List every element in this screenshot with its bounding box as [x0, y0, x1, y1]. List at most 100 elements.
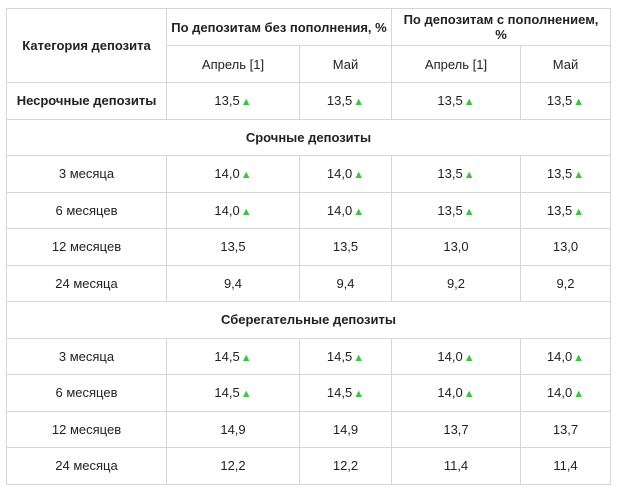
- rate-value: 14,5: [214, 385, 240, 401]
- header-may-topup: Май: [520, 45, 611, 83]
- rate-value: 13,7: [552, 421, 579, 437]
- rate-value: 9,2: [556, 275, 575, 291]
- rate-cell: 12,2: [299, 447, 392, 485]
- rate-cell: 14,9: [299, 410, 392, 448]
- table-row: Несрочные депозиты 13,5▲ 13,5▲ 13,5▲ 13,5▲: [6, 82, 611, 120]
- rate-cell: 14,5▲: [299, 374, 392, 412]
- table-body: Несрочные депозиты 13,5▲ 13,5▲ 13,5▲ 13,5▲ Ср…: [6, 82, 611, 485]
- rate-value: 13,0: [443, 239, 469, 255]
- rate-value: 14,0: [214, 202, 240, 218]
- header-april-topup: Апрель [1]: [391, 45, 521, 83]
- rate-cell: 14,0▲: [166, 191, 300, 229]
- rate-value: 13,5: [437, 93, 463, 109]
- section-row: Срочные депозиты: [6, 118, 611, 156]
- rate-cell: 14,9: [166, 410, 300, 448]
- header-group-topup: По депозитам с пополнением, %: [391, 8, 611, 46]
- rate-cell: 13,5▲: [520, 191, 611, 229]
- up-triangle-icon: ▲: [353, 388, 365, 401]
- row-label: 3 месяца: [6, 337, 167, 375]
- section-row: Сберегательные депозиты: [6, 301, 611, 339]
- rate-value: 13,5: [546, 166, 573, 182]
- rate-cell: 13,5: [299, 228, 392, 266]
- up-triangle-icon: ▲: [463, 388, 475, 401]
- header-row-months: Апрель [1] Май Апрель [1] Май: [7, 45, 611, 83]
- row-label-text: 12 месяцев: [51, 421, 122, 437]
- up-triangle-icon: ▲: [573, 388, 585, 401]
- rate-cell: 9,4: [299, 264, 392, 302]
- up-triangle-icon: ▲: [240, 205, 252, 218]
- section-title: Сберегательные депозиты: [6, 301, 611, 339]
- rate-cell: 14,0▲: [391, 374, 521, 412]
- row-label-text: 3 месяца: [58, 166, 115, 182]
- up-triangle-icon: ▲: [573, 205, 585, 218]
- up-triangle-icon: ▲: [353, 351, 365, 364]
- rate-value: 14,0: [437, 385, 463, 401]
- rate-cell: 14,5▲: [166, 374, 300, 412]
- rate-value: 14,0: [437, 348, 463, 364]
- rate-cell: 14,0▲: [166, 155, 300, 193]
- up-triangle-icon: ▲: [240, 388, 252, 401]
- row-label: 24 месяца: [6, 447, 167, 485]
- rate-value: 11,4: [553, 458, 578, 474]
- row-label: 6 месяцев: [6, 374, 167, 412]
- up-triangle-icon: ▲: [463, 169, 475, 182]
- rate-cell: 11,4: [391, 447, 521, 485]
- rate-cell: 13,5▲: [299, 82, 392, 120]
- row-label-text: 3 месяца: [58, 348, 115, 364]
- rate-value: 14,0: [546, 348, 573, 364]
- up-triangle-icon: ▲: [573, 169, 585, 182]
- table-row: 3 месяца 14,5▲ 14,5▲ 14,0▲ 14,0▲: [6, 337, 611, 375]
- row-label-text: 6 месяцев: [55, 385, 118, 401]
- rate-cell: 13,5▲: [520, 82, 611, 120]
- row-label: 6 месяцев: [6, 191, 167, 229]
- rate-value: 9,2: [446, 275, 466, 291]
- rate-cell: 14,0▲: [299, 191, 392, 229]
- header-may-no-topup: Май: [299, 45, 392, 83]
- up-triangle-icon: ▲: [573, 351, 585, 364]
- rate-cell: 13,5▲: [391, 191, 521, 229]
- up-triangle-icon: ▲: [240, 351, 252, 364]
- table-row: 6 месяцев 14,5▲ 14,5▲ 14,0▲ 14,0▲: [6, 374, 611, 412]
- table-row: 3 месяца 14,0▲ 14,0▲ 13,5▲ 13,5▲: [6, 155, 611, 193]
- rate-cell: 13,7: [391, 410, 521, 448]
- row-label-text: 24 месяца: [55, 458, 118, 474]
- rate-value: 11,4: [443, 458, 469, 474]
- row-label-text: 6 месяцев: [55, 202, 118, 218]
- up-triangle-icon: ▲: [353, 169, 365, 182]
- row-label-text: 12 месяцев: [51, 239, 122, 255]
- rate-cell: 9,4: [166, 264, 300, 302]
- rate-value: 14,0: [546, 385, 573, 401]
- rate-cell: 14,5▲: [166, 337, 300, 375]
- rate-cell: 13,5▲: [391, 82, 521, 120]
- row-label: 12 месяцев: [6, 228, 167, 266]
- table-row: 24 месяца 12,2 12,2 11,4 11,4: [6, 447, 611, 485]
- header-row-groups: Категория депозита По депозитам без попо…: [6, 8, 611, 83]
- header-group-no-topup: По депозитам без пополнения, %: [166, 8, 392, 46]
- rate-value: 13,5: [546, 202, 573, 218]
- row-label: Несрочные депозиты: [6, 82, 167, 120]
- rate-value: 13,5: [437, 202, 463, 218]
- rate-cell: 14,0▲: [520, 337, 611, 375]
- row-label: 24 месяца: [6, 264, 167, 302]
- rate-cell: 13,5▲: [391, 155, 521, 193]
- rate-value: 13,5: [332, 239, 359, 255]
- up-triangle-icon: ▲: [463, 96, 475, 109]
- rate-cell: 13,7: [520, 410, 611, 448]
- rate-value: 9,4: [336, 275, 355, 291]
- rate-cell: 14,5▲: [299, 337, 392, 375]
- rate-value: 13,7: [443, 421, 469, 437]
- table-row: 6 месяцев 14,0▲ 14,0▲ 13,5▲ 13,5▲: [6, 191, 611, 229]
- row-label: 3 месяца: [6, 155, 167, 193]
- section-title: Срочные депозиты: [6, 118, 611, 156]
- up-triangle-icon: ▲: [353, 96, 365, 109]
- rate-value: 14,9: [220, 421, 246, 437]
- rate-value: 14,5: [326, 385, 353, 401]
- rate-value: 14,5: [214, 348, 240, 364]
- rate-cell: 14,0▲: [520, 374, 611, 412]
- up-triangle-icon: ▲: [240, 169, 252, 182]
- up-triangle-icon: ▲: [463, 205, 475, 218]
- rate-cell: 14,0▲: [299, 155, 392, 193]
- rate-cell: 12,2: [166, 447, 300, 485]
- rate-value: 12,2: [220, 458, 246, 474]
- rate-value: 12,2: [332, 458, 359, 474]
